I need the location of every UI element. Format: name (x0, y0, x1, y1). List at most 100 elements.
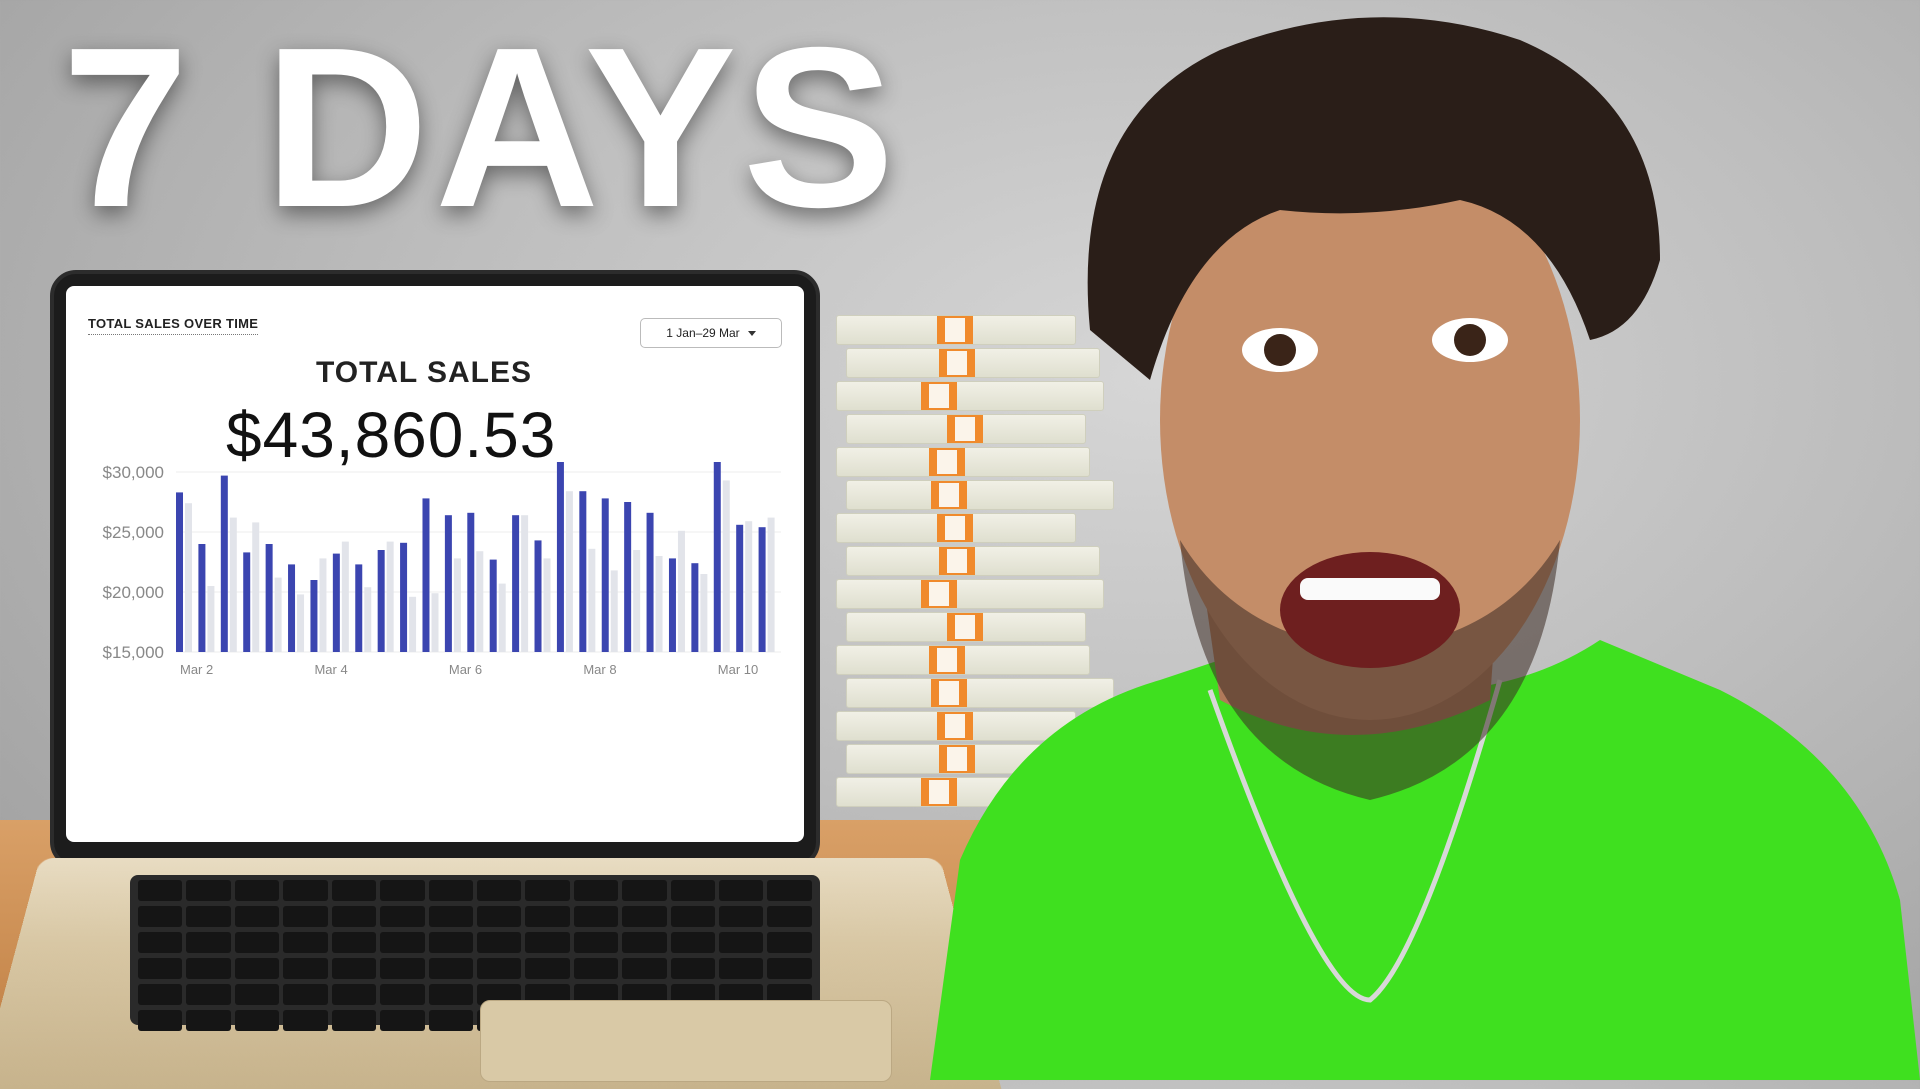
y-tick-label: $15,000 (103, 643, 164, 662)
keyboard-key (477, 958, 521, 979)
chart-bar (400, 543, 407, 652)
chart-bar (221, 476, 228, 652)
chart-bar (266, 544, 273, 652)
keyboard-key (719, 932, 763, 953)
laptop-trackpad (480, 1000, 892, 1082)
keyboard-key (525, 958, 569, 979)
chart-bar (252, 522, 259, 652)
chart-bar (490, 560, 497, 652)
keyboard-key (477, 932, 521, 953)
date-range-label: 1 Jan–29 Mar (666, 326, 739, 340)
keyboard-key (622, 906, 666, 927)
keyboard-key (767, 906, 811, 927)
keyboard-key (574, 932, 618, 953)
chart-bar (624, 502, 631, 652)
chart-bar (656, 556, 663, 652)
keyboard-key (525, 880, 569, 901)
keyboard-key (380, 958, 424, 979)
chart-bar (512, 515, 519, 652)
chart-bar (378, 550, 385, 652)
total-sales-value: $43,860.53 (226, 398, 556, 472)
chart-bar (364, 587, 371, 652)
total-sales-label: TOTAL SALES (316, 356, 532, 390)
keyboard-key (477, 906, 521, 927)
chart-bar (535, 540, 542, 652)
keyboard-key (186, 1010, 230, 1031)
keyboard-key (671, 932, 715, 953)
keyboard-key (429, 1010, 473, 1031)
chart-bar (275, 578, 282, 652)
keyboard-key (186, 932, 230, 953)
keyboard-key (574, 958, 618, 979)
keyboard-key (767, 932, 811, 953)
keyboard-key (622, 932, 666, 953)
chart-bar (678, 531, 685, 652)
keyboard-key (332, 958, 376, 979)
chart-bar (579, 491, 586, 652)
chart-bar (176, 492, 183, 652)
chart-bar (333, 554, 340, 652)
keyboard-key (186, 880, 230, 901)
keyboard-key (574, 880, 618, 901)
presenter-photo (900, 0, 1920, 1080)
y-tick-label: $30,000 (103, 463, 164, 482)
chart-bar (185, 503, 192, 652)
chart-bar (700, 574, 707, 652)
y-tick-label: $25,000 (103, 523, 164, 542)
keyboard-key (719, 958, 763, 979)
chart-bar (288, 564, 295, 652)
chart-bar (544, 558, 551, 652)
chart-bar (647, 513, 654, 652)
chart-bar (422, 498, 429, 652)
keyboard-key (622, 958, 666, 979)
date-range-dropdown[interactable]: 1 Jan–29 Mar (640, 318, 782, 348)
chart-bar (714, 462, 721, 652)
chart-bar (745, 521, 752, 652)
keyboard-key (332, 1010, 376, 1031)
keyboard-key (380, 880, 424, 901)
keyboard-key (719, 906, 763, 927)
keyboard-key (429, 932, 473, 953)
keyboard-key (283, 1010, 327, 1031)
chart-bar (243, 552, 250, 652)
chart-bar (454, 558, 461, 652)
keyboard-key (235, 984, 279, 1005)
chart-bar (431, 593, 438, 652)
keyboard-key (380, 1010, 424, 1031)
keyboard-key (332, 906, 376, 927)
keyboard-key (767, 880, 811, 901)
keyboard-key (671, 958, 715, 979)
y-tick-label: $20,000 (103, 583, 164, 602)
x-tick-label: Mar 6 (449, 662, 482, 677)
keyboard-key (186, 984, 230, 1005)
keyboard-key (138, 958, 182, 979)
keyboard-key (138, 932, 182, 953)
chart-bar (409, 597, 416, 652)
keyboard-key (429, 906, 473, 927)
keyboard-key (235, 932, 279, 953)
keyboard-key (283, 958, 327, 979)
laptop-screen: TOTAL SALES OVER TIME 1 Jan–29 Mar TOTAL… (66, 286, 804, 842)
keyboard-key (235, 1010, 279, 1031)
keyboard-key (622, 880, 666, 901)
chart-bar (445, 515, 452, 652)
chart-bar (207, 586, 214, 652)
chart-bar (588, 549, 595, 652)
keyboard-key (429, 984, 473, 1005)
keyboard-key (332, 984, 376, 1005)
chart-bar (355, 564, 362, 652)
keyboard-key (525, 906, 569, 927)
chart-bar (230, 518, 237, 652)
keyboard-key (671, 880, 715, 901)
open-mouth (1280, 552, 1460, 668)
keyboard-key (380, 984, 424, 1005)
chart-bar (476, 551, 483, 652)
chart-bar (521, 515, 528, 652)
keyboard-key (235, 880, 279, 901)
chart-bar (669, 558, 676, 652)
keyboard-key (186, 906, 230, 927)
keyboard-key (235, 958, 279, 979)
keyboard-key (332, 880, 376, 901)
chart-bar (566, 491, 573, 652)
chart-bar (611, 570, 618, 652)
